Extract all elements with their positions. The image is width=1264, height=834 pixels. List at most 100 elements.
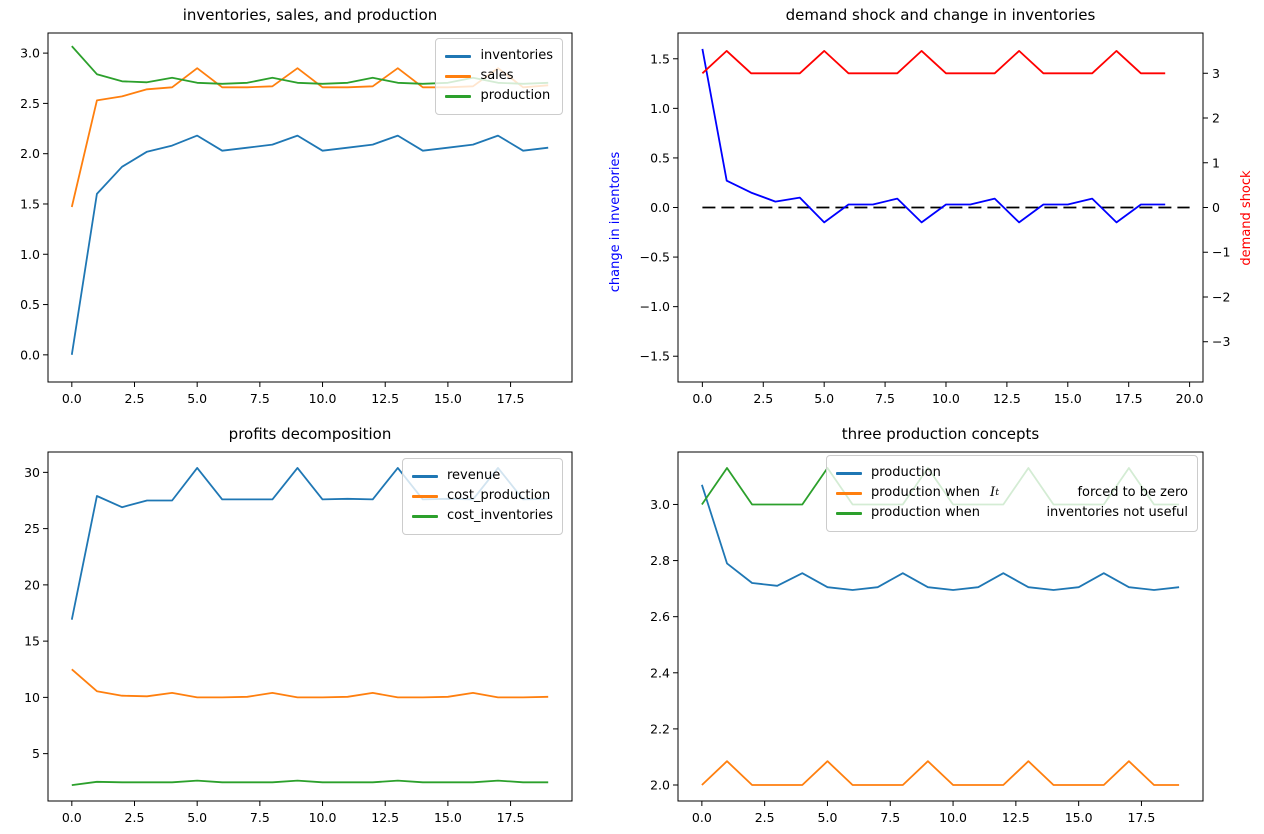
x-tick-label: 0.0 (692, 810, 712, 825)
legend-label: production when (871, 484, 981, 500)
legend-entry: production (445, 88, 553, 105)
y2-tick-label: 3 (1212, 66, 1220, 81)
y-tick-label: 0.5 (20, 297, 40, 312)
x-tick-label: 2.5 (753, 391, 773, 406)
legend-entry: revenue (411, 468, 553, 485)
legend-label: production when (871, 504, 981, 520)
y-tick-label: 2.0 (20, 146, 40, 161)
x-tick-label: 2.5 (125, 391, 145, 406)
y-tick-label: 10 (24, 690, 40, 705)
legend-entry: inventories (445, 48, 553, 65)
y-tick-label: 2.4 (650, 665, 670, 680)
legend-label: sales (480, 67, 514, 83)
y-tick-label: −1.0 (640, 299, 670, 314)
y2-tick-label: −1 (1212, 245, 1230, 260)
x-tick-label: 7.5 (880, 810, 900, 825)
axes-frame (677, 451, 1204, 802)
legend-line-swatch (445, 75, 472, 78)
y-tick-label: 25 (24, 521, 40, 536)
legend-line-swatch (836, 472, 862, 475)
y-tick-label: 1.0 (650, 101, 670, 116)
y-tick-label: 2.6 (650, 609, 670, 624)
x-tick-label: 15.0 (434, 391, 462, 406)
x-tick-label: 17.5 (1128, 810, 1156, 825)
chart-title-profits-decomposition: profits decomposition (228, 425, 392, 443)
y-tick-label: 3.0 (20, 46, 40, 61)
y-tick-label: 5 (32, 746, 40, 761)
chart-title-inventories-sales-production: inventories, sales, and production (182, 6, 438, 24)
y-tick-label: 0.0 (650, 200, 670, 215)
chart-panel-1: 0.0 2.5 5.0 7.5 10.0 12.5 15.0 17.5 0.0 0.5 1.0 1.5… (20, 32, 573, 406)
legend-line-swatch (411, 514, 438, 518)
x-tick-label: 5.0 (187, 810, 207, 825)
x-tick-label: 17.5 (497, 391, 525, 406)
y2-tick-label: 1 (1212, 155, 1220, 170)
y-axis-label-demand-shock: demand shock (1239, 170, 1254, 266)
x-tick-label: 10.0 (309, 391, 337, 406)
legend-label: cost_inventories (446, 507, 553, 523)
x-tick-label: 0.0 (62, 810, 82, 825)
x-tick-label: 12.5 (1002, 810, 1030, 825)
y-tick-label: 2.5 (20, 96, 40, 111)
x-tick-label: 12.5 (371, 810, 399, 825)
legend-label: production (480, 87, 551, 103)
x-tick-label: 5.0 (818, 810, 838, 825)
legend-label: I (990, 484, 996, 500)
x-tick-label: 15.0 (1065, 810, 1093, 825)
legend-label: inventories (480, 48, 553, 63)
legend-line-swatch (445, 55, 472, 58)
x-tick-label: 15.0 (434, 810, 462, 825)
axes-frame (47, 451, 573, 802)
x-tick-label: 7.5 (875, 391, 895, 406)
x-tick-label: 17.5 (497, 810, 525, 825)
legend-entry: sales (445, 68, 553, 85)
legend-label: cost_production (446, 487, 551, 503)
series-demand-shock-line (701, 50, 1166, 75)
x-tick-label: 5.0 (814, 391, 834, 406)
x-tick-label: 5.0 (187, 391, 207, 406)
x-tick-label: 10.0 (932, 391, 960, 406)
chart-title-demand-shock: demand shock and change in inventories (785, 6, 1096, 24)
legend-label: revenue (446, 468, 501, 483)
y-tick-label: 0.5 (650, 150, 670, 165)
series-production-line (701, 484, 1180, 591)
y-tick-label: 30 (24, 465, 40, 480)
x-tick-label: 10.0 (309, 810, 337, 825)
legend-line-swatch (411, 475, 438, 478)
y-tick-label: 1.5 (650, 51, 670, 66)
series-cost_production-line (71, 668, 549, 699)
legend-label: forced to be zero (1077, 484, 1188, 500)
y-tick-label: 2.8 (650, 553, 670, 568)
x-tick-label: 2.5 (755, 810, 775, 825)
chart-title-three-production-concepts: three production concepts (841, 425, 1040, 443)
legend-entry: production (836, 465, 1188, 482)
y-tick-label: 2.2 (650, 721, 670, 736)
legend-panel-1: inventories sales production (435, 38, 563, 115)
y-tick-label: −0.5 (640, 250, 670, 265)
chart-panel-2: 0.0 2.5 5.0 7.5 10.0 12.5 15.0 17.5 20.0−1.5−1.0… (640, 32, 1230, 406)
series-change-in-inventories-line (701, 48, 1166, 224)
legend-line-swatch (445, 94, 472, 98)
legend-line-swatch (411, 495, 438, 498)
series-production-when-It-forced-to-be-zero-line (701, 760, 1180, 786)
y-tick-label: 2.0 (650, 778, 670, 793)
y-axis-label-change-in-inventories: change in inventories (608, 151, 623, 293)
series-inventories-line (70, 134, 549, 355)
legend-label: production (871, 465, 941, 480)
legend-entry: production when inventories not useful (836, 505, 1188, 522)
x-tick-label: 0.0 (692, 391, 712, 406)
y-tick-label: 15 (24, 634, 40, 649)
series-cost_inventories-line (71, 779, 549, 786)
legend-line-swatch (836, 511, 862, 515)
y2-tick-label: 0 (1212, 200, 1220, 215)
legend-label: inventories not useful (1046, 504, 1188, 520)
axes-frame (47, 32, 573, 383)
x-tick-label: 10.0 (939, 810, 967, 825)
legend-panel-3: revenue cost_production cost_inventories (401, 458, 563, 535)
legend-line-swatch (836, 492, 862, 495)
legend-entry: cost_inventories (411, 507, 553, 525)
legend-entry: cost_production (411, 487, 553, 505)
